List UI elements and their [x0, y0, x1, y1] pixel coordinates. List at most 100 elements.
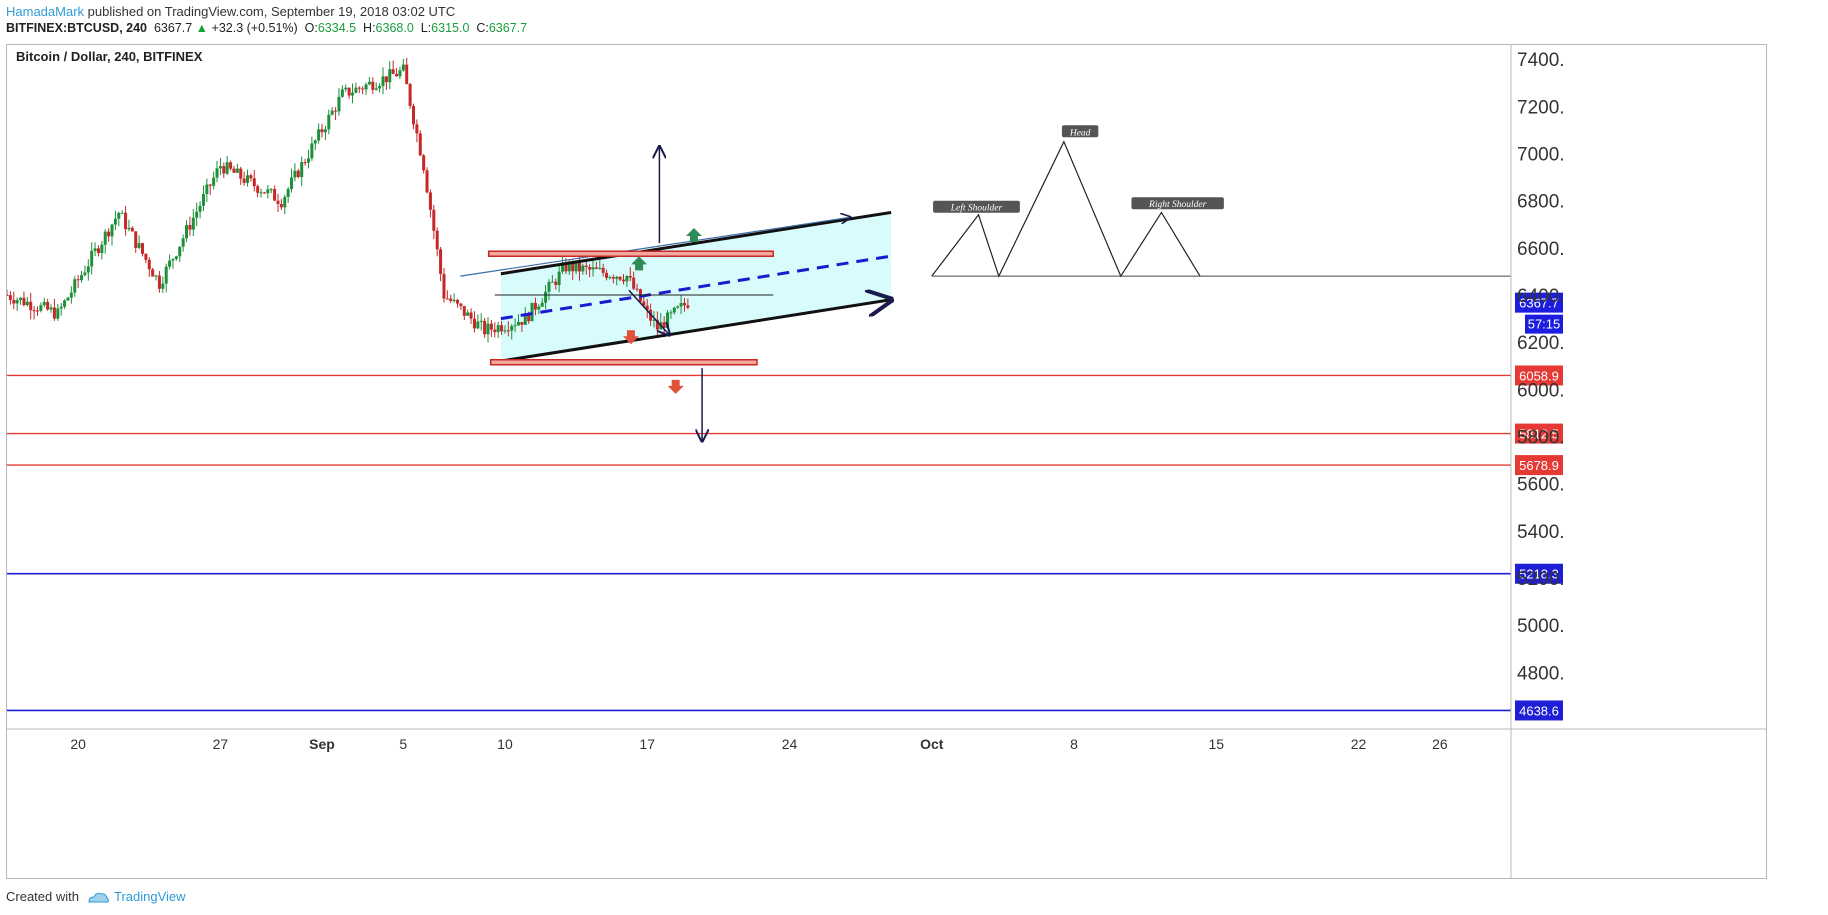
- annotation-label: Head: [1069, 128, 1091, 138]
- time-tick-label: 27: [213, 736, 229, 752]
- candle-body: [635, 288, 639, 290]
- candle-body: [601, 267, 605, 273]
- candle-body: [296, 170, 300, 178]
- symbol-label: BITFINEX:BTCUSD, 240: [6, 21, 147, 35]
- candle-body: [435, 230, 439, 250]
- candle-body: [269, 189, 273, 191]
- candle-body: [632, 277, 636, 289]
- candle-body: [32, 310, 36, 312]
- candle-body: [381, 76, 385, 86]
- candle-body: [530, 302, 534, 322]
- candle-body: [76, 279, 80, 281]
- annotation-badge: [933, 200, 1020, 213]
- price-tick-label: 6200.: [1517, 333, 1565, 354]
- candle-body: [374, 88, 378, 90]
- trend-ray: [460, 217, 850, 277]
- candle-body: [168, 260, 172, 267]
- candle-body: [422, 155, 426, 171]
- candle-body: [198, 205, 202, 212]
- price-tick-label: 6600.: [1517, 239, 1565, 260]
- range-box: [487, 250, 774, 257]
- candle-body: [347, 87, 351, 96]
- price-tick-label: 5000.: [1517, 616, 1565, 637]
- candle-body: [154, 275, 158, 277]
- high-label: H:: [363, 21, 376, 35]
- candle-body: [469, 312, 473, 319]
- candle-body: [513, 325, 517, 327]
- annotation-badge: [1061, 125, 1099, 138]
- candle-body: [12, 299, 16, 304]
- chart-canvas[interactable]: 6058.9 5812.5 5678.9 5218.3 4638.6 6367.7 57:1…: [7, 45, 1766, 878]
- candle-body: [449, 298, 453, 301]
- candle-body: [83, 272, 87, 276]
- countdown-label: 57:15: [1528, 317, 1561, 332]
- level-price-label: 6058.9: [1519, 368, 1559, 383]
- candle-body: [201, 193, 205, 206]
- candle-body: [293, 170, 297, 178]
- current-price-label: 6367.7: [1519, 296, 1559, 311]
- price-tick-label: 6400.: [1517, 286, 1565, 307]
- candle-body: [540, 302, 544, 307]
- candle-body: [388, 69, 392, 83]
- channel-lower-line: [500, 300, 891, 363]
- candle-body: [395, 73, 399, 77]
- candle-body: [185, 225, 189, 239]
- candle-body: [15, 300, 19, 304]
- level-price-badge: [1515, 455, 1563, 476]
- candle-body: [195, 211, 199, 218]
- author-link[interactable]: HamadaMark: [6, 4, 85, 19]
- candle-body: [7, 295, 9, 297]
- candle-body: [317, 129, 321, 141]
- time-tick-label: Oct: [920, 736, 944, 752]
- level-price-badge: [1515, 423, 1563, 444]
- tradingview-brand: TradingView: [113, 889, 186, 904]
- candle-body: [161, 283, 165, 289]
- candle-body: [151, 269, 155, 277]
- time-tick-label: 15: [1209, 736, 1225, 752]
- candle-body: [191, 217, 195, 230]
- open-value: 6334.5: [317, 21, 357, 35]
- candle-body: [496, 325, 500, 333]
- candle-body: [73, 279, 77, 293]
- candle-body: [93, 248, 97, 251]
- candle-body: [371, 81, 375, 90]
- candle-body: [273, 189, 277, 201]
- candle-body: [645, 305, 649, 310]
- candle-body: [456, 299, 460, 304]
- candle-body: [208, 184, 212, 186]
- candle-body: [300, 162, 304, 178]
- tradingview-link[interactable]: TradingView: [87, 889, 186, 904]
- level-price-badge: [1515, 700, 1563, 721]
- candle-body: [59, 306, 63, 309]
- price-tick-label: 5800.: [1517, 428, 1565, 449]
- low-value: 6315.0: [431, 21, 470, 35]
- candle-body: [425, 170, 429, 193]
- time-tick-label: 26: [1432, 736, 1448, 752]
- candle-body: [124, 212, 128, 230]
- candle-body: [672, 307, 676, 313]
- candle-body: [679, 302, 683, 307]
- high-value: 6368.0: [375, 21, 414, 35]
- candle-body: [252, 178, 256, 187]
- price-tick-label: 7200.: [1517, 97, 1565, 118]
- candle-body: [113, 218, 117, 225]
- candle-body: [117, 212, 121, 219]
- annotation-label: Left Shoulder: [950, 203, 1003, 214]
- candle-body: [49, 307, 53, 310]
- candle-body: [483, 320, 487, 335]
- candle-body: [466, 312, 470, 316]
- price-tick-label: 5600.: [1517, 475, 1565, 496]
- candle-body: [567, 263, 571, 272]
- candle-body: [351, 92, 355, 96]
- chart-area[interactable]: 6058.9 5812.5 5678.9 5218.3 4638.6 6367.7 57:1…: [6, 44, 1767, 879]
- candle-body: [584, 265, 588, 267]
- candle-body: [445, 298, 449, 300]
- candle-body: [246, 175, 250, 183]
- candle-body: [140, 243, 144, 254]
- candle-body: [323, 129, 327, 133]
- candle-body: [550, 281, 554, 283]
- candle-body: [334, 110, 338, 112]
- candle-body: [90, 250, 94, 267]
- candle-body: [493, 329, 497, 333]
- candle-body: [259, 192, 263, 194]
